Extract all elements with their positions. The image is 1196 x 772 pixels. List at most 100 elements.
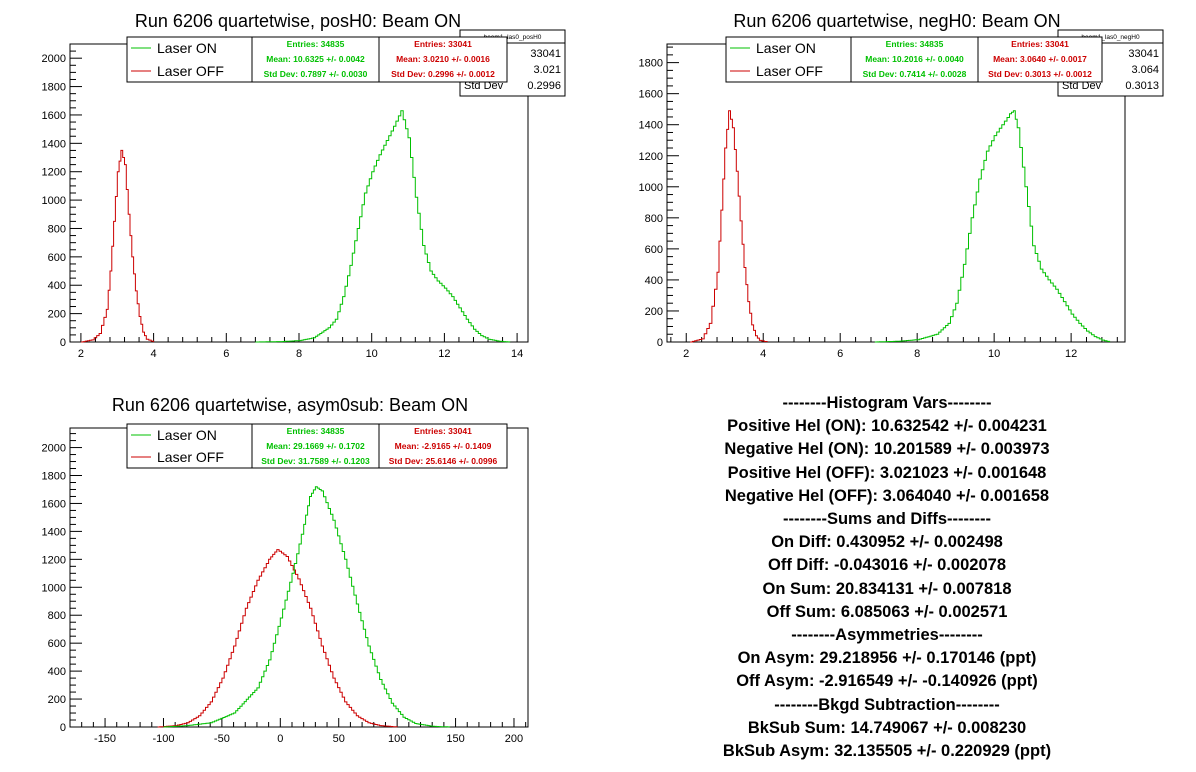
y-tick-label: 1400	[42, 138, 66, 150]
stats-std-dev: Std Dev: 31.7589 +/- 0.1203	[261, 456, 370, 466]
stats-std-value: 0.2996	[527, 80, 561, 92]
histogram-laser-off	[80, 149, 155, 343]
x-tick-label: 2	[78, 348, 84, 360]
x-tick-label: 200	[505, 733, 523, 745]
x-tick-label: 4	[760, 348, 766, 360]
stats-box-laser-on	[850, 36, 979, 83]
x-tick-label: 50	[333, 733, 345, 745]
y-tick-label: 0	[60, 722, 66, 734]
stats-std-dev: Std Dev: 0.3013 +/- 0.0012	[988, 69, 1092, 79]
y-tick-label: 600	[48, 638, 66, 650]
y-tick-label: 800	[48, 223, 66, 235]
stats-mean: Mean: 3.0640 +/- 0.0017	[993, 54, 1087, 64]
summary-section-header: --------Sums and Diffs--------	[782, 510, 991, 529]
y-tick-label: 1200	[42, 554, 66, 566]
legend-label: Laser OFF	[157, 449, 224, 465]
stats-std-label: Std Dev	[1062, 80, 1102, 92]
y-tick-label: 1800	[42, 82, 66, 94]
stats-box-laser-on	[251, 36, 380, 83]
chart-title: Run 6206 quartetwise, posH0: Beam ON	[135, 11, 461, 31]
chart-title: Run 6206 quartetwise, negH0: Beam ON	[733, 11, 1060, 31]
summary-section-header: --------Histogram Vars--------	[782, 394, 992, 412]
y-tick-label: 400	[48, 666, 66, 678]
stats-std-dev: Std Dev: 0.7897 +/- 0.0030	[264, 69, 368, 79]
y-tick-label: 400	[645, 275, 663, 287]
stats-hist-name: beam1_las0_negH0	[1081, 34, 1140, 41]
stats-std-label: Std Dev	[464, 80, 504, 92]
histogram-laser-on	[255, 110, 511, 343]
plot-frame	[666, 43, 1126, 343]
x-tick-label: 12	[1065, 348, 1077, 360]
y-tick-label: 1000	[639, 182, 663, 194]
stats-mean: Mean: 29.1669 +/- 0.1702	[266, 441, 365, 451]
histogram-laser-on	[163, 486, 451, 728]
y-tick-label: 1000	[42, 582, 66, 594]
stats-entries: Entries: 33041	[414, 39, 472, 49]
chart-2: Run 6206 quartetwise, negH0: Beam ON 0 200…	[639, 11, 1164, 360]
y-tick-label: 1000	[42, 195, 66, 207]
chart-3: Run 6206 quartetwise, asym0sub: Beam ON 0…	[42, 395, 529, 745]
stats-box-laser-off	[378, 36, 508, 83]
y-tick-label: 600	[48, 252, 66, 264]
summary-line: Off Diff: -0.043016 +/- 0.002078	[768, 556, 1006, 575]
x-tick-label: 10	[988, 348, 1000, 360]
y-tick-label: 1200	[639, 151, 663, 163]
plot-frame	[69, 43, 529, 343]
stats-mean: Mean: 10.2016 +/- 0.0040	[865, 54, 964, 64]
stats-entries: Entries: 34835	[886, 39, 944, 49]
summary-line: Off Sum: 6.085063 +/- 0.002571	[766, 602, 1008, 621]
summary-line: Positive Hel (ON): 10.632542 +/- 0.00423…	[727, 417, 1047, 436]
stats-mean-value: 3.021	[533, 64, 561, 76]
x-tick-label: -100	[152, 733, 174, 745]
summary-line: On Sum: 20.834131 +/- 0.007818	[762, 579, 1012, 598]
y-tick-label: 2000	[42, 443, 66, 455]
stats-mean: Mean: 10.6325 +/- 0.0042	[266, 54, 365, 64]
stats-entries: Entries: 34835	[287, 39, 345, 49]
y-tick-label: 1600	[42, 498, 66, 510]
y-tick-label: 200	[48, 694, 66, 706]
x-tick-label: 2	[683, 348, 689, 360]
legend-box	[126, 36, 253, 83]
stats-entries-value: 33041	[1128, 48, 1159, 60]
stats-entries: Entries: 33041	[414, 426, 472, 436]
legend-label: Laser ON	[157, 40, 217, 56]
y-tick-label: 0	[60, 337, 66, 349]
stats-std-dev: Std Dev: 0.7414 +/- 0.0028	[863, 69, 967, 79]
legend-label: Laser OFF	[756, 63, 823, 79]
legend-box	[725, 36, 852, 83]
y-tick-label: 800	[645, 213, 663, 225]
y-tick-label: 2000	[42, 53, 66, 65]
stats-box-laser-off	[378, 423, 508, 469]
stats-std-dev: Std Dev: 0.2996 +/- 0.0012	[391, 69, 495, 79]
chart-title: Run 6206 quartetwise, asym0sub: Beam ON	[112, 395, 468, 415]
stats-mean: Mean: 3.0210 +/- 0.0016	[396, 54, 490, 64]
y-tick-label: 1400	[42, 526, 66, 538]
x-tick-label: 4	[151, 348, 157, 360]
y-tick-label: 1400	[639, 120, 663, 132]
x-tick-label: 6	[837, 348, 843, 360]
y-tick-label: 1600	[42, 110, 66, 122]
legend-label: Laser ON	[756, 40, 816, 56]
stats-entries-value: 33041	[530, 48, 561, 60]
summary-line: On Asym: 29.218956 +/- 0.170146 (ppt)	[737, 649, 1037, 668]
x-tick-label: 12	[438, 348, 450, 360]
y-tick-label: 200	[48, 309, 66, 321]
y-tick-label: 1600	[639, 89, 663, 101]
x-tick-label: 100	[388, 733, 406, 745]
stats-std-value: 0.3013	[1125, 80, 1159, 92]
summary-panel: --------Histogram Vars-------- Positive H…	[640, 392, 1134, 763]
legend-label: Laser ON	[157, 427, 217, 443]
summary-line: BkSub Asym: 32.135505 +/- 0.220929 (ppt)	[722, 742, 1052, 761]
x-tick-label: 150	[446, 733, 464, 745]
summary-line: Positive Hel (OFF): 3.021023 +/- 0.00164…	[727, 463, 1047, 482]
stats-mean-value: 3.064	[1131, 64, 1159, 76]
summary-line: Negative Hel (OFF): 3.064040 +/- 0.00165…	[724, 486, 1050, 505]
x-tick-label: 10	[366, 348, 378, 360]
x-tick-label: 14	[511, 348, 523, 360]
chart-1: Run 6206 quartetwise, posH0: Beam ON 0 200…	[42, 11, 566, 360]
stats-std-dev: Std Dev: 25.6146 +/- 0.0996	[389, 456, 498, 466]
summary-section-header: --------Bkgd Subtraction--------	[774, 695, 1000, 714]
histogram-laser-on	[874, 110, 1111, 343]
plot-frame	[69, 427, 529, 728]
